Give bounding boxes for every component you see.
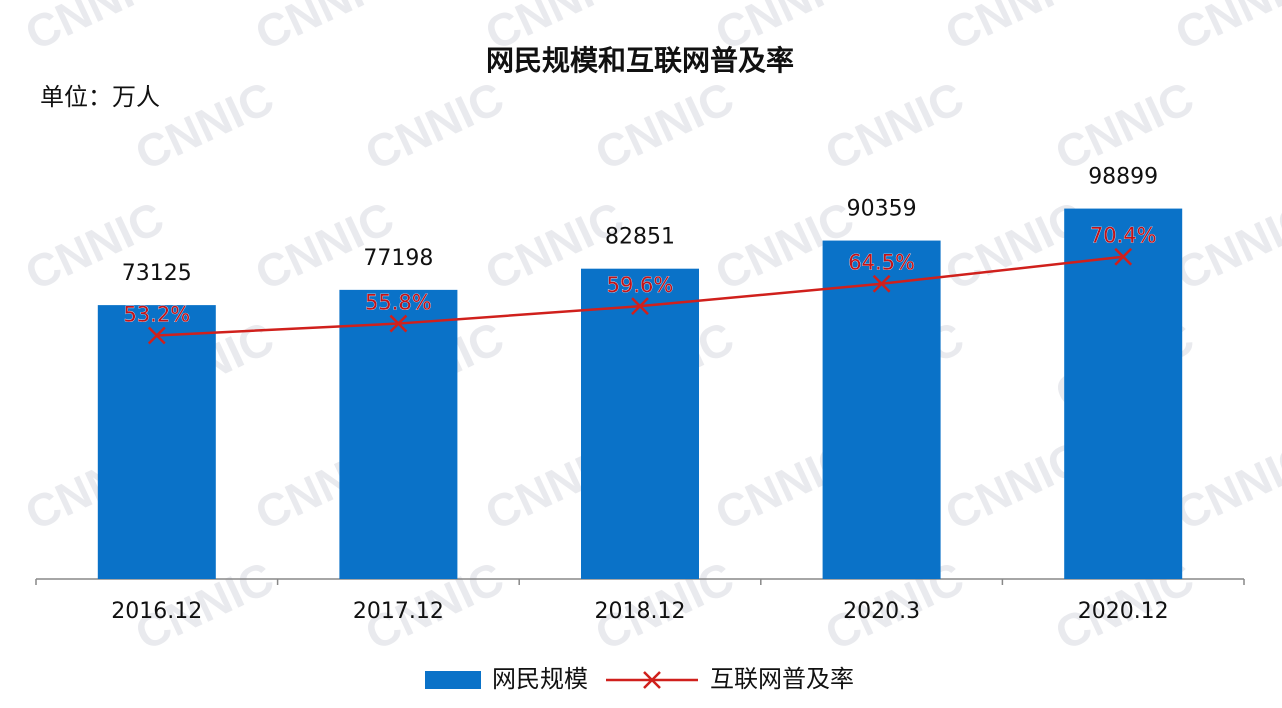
line-value-label: 64.5% [848,251,915,275]
legend-swatch-marker [643,671,661,689]
bar [339,289,458,579]
legend-swatch [425,671,481,689]
watermark: CNNIC [937,0,1091,60]
marker-cross [389,314,408,333]
bar-value-label: 90359 [847,197,917,222]
bar-value-label: 98899 [1088,165,1158,190]
legend-label: 互联网普及率 [710,665,854,693]
watermark: CNNIC [1167,191,1282,300]
unit-label: 单位：万人 [40,83,160,111]
watermark: CNNIC [1277,551,1282,660]
watermark: CNNIC [1167,0,1282,60]
x-tick-label: 2020.12 [1078,599,1169,624]
watermark: CNNIC [1167,431,1282,540]
line-value-label: 59.6% [607,273,674,297]
line-marker [872,274,891,293]
chart-title: 网民规模和互联网普及率 [486,44,794,77]
watermark: CNNIC [1277,311,1282,420]
marker-cross [872,274,891,293]
watermark: CNNIC [817,71,971,180]
marker-cross [147,326,166,345]
bar-value-label: 73125 [122,261,192,286]
bar [822,240,941,580]
x-tick-label: 2017.12 [353,599,444,624]
line-marker [1114,247,1133,266]
watermark: CNNIC [17,0,171,60]
x-tick-label: 2020.3 [843,599,920,624]
bar-value-label: 77198 [363,246,433,271]
watermark: CNNIC [247,0,401,60]
marker-cross [1114,247,1133,266]
bar-value-label: 82851 [605,225,675,250]
x-tick-label: 2016.12 [111,599,202,624]
bar [581,268,699,579]
x-tick-label: 2018.12 [595,599,686,624]
line-marker [389,314,408,333]
watermark: CNNIC [357,71,511,180]
watermark: CNNIC [1277,71,1282,180]
line-value-label: 53.2% [123,302,190,326]
bar [1064,208,1183,579]
line-marker [631,297,649,316]
legend-label: 网民规模 [492,665,588,693]
line-marker [147,326,166,345]
bar [97,305,216,579]
line-value-label: 70.4% [1090,224,1157,248]
marker-cross [631,297,649,316]
watermark: CNNIC [587,71,741,180]
line-value-label: 55.8% [365,291,432,315]
